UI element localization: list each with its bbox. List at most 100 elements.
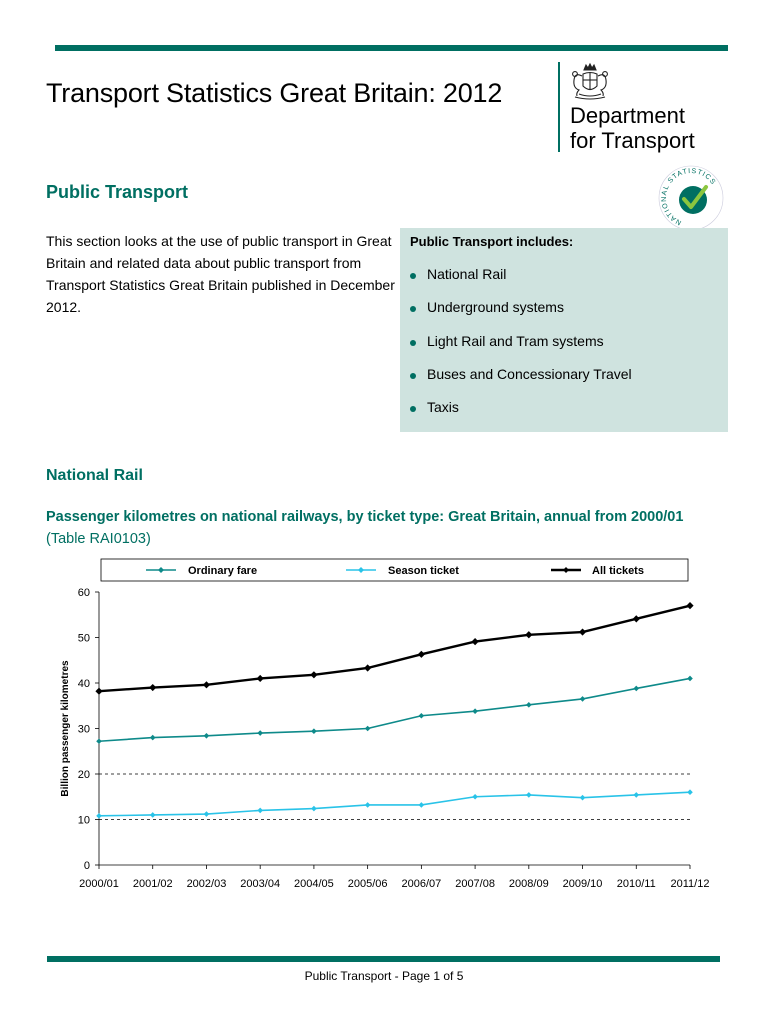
x-tick-label: 2006/07 [401,878,441,890]
x-tick-label: 2008/09 [509,878,549,890]
y-tick-label: 40 [78,678,90,690]
data-point [149,734,156,741]
legend-label: All tickets [592,565,644,577]
x-tick-label: 2001/02 [133,878,173,890]
x-tick-label: 2011/12 [671,878,710,890]
data-point [633,685,640,692]
includes-box: Public Transport includes: National Rail… [400,228,728,432]
table-reference: (Table RAI0103) [46,531,151,547]
data-point [418,712,425,719]
data-point [95,687,103,695]
subsection-title: National Rail [46,467,143,484]
legend-label: Season ticket [388,565,459,577]
y-tick-label: 0 [84,860,90,872]
x-tick-label: 2005/06 [348,878,388,890]
y-axis-label: Billion passenger kilometres [60,660,71,797]
list-item: Underground systems [410,299,632,332]
data-point [526,792,532,798]
list-item-label: Light Rail and Tram systems [427,332,604,349]
series-line [98,791,691,817]
data-point [257,730,263,736]
section-title: Public Transport [46,182,189,202]
x-tick-label: 2003/04 [240,878,280,890]
y-tick-label: 60 [78,587,90,599]
y-tick-label: 30 [78,724,90,736]
document-title: Transport Statistics Great Britain: 2012 [46,78,503,108]
data-point [471,637,479,646]
bullet-icon [410,372,416,379]
series-line [98,677,691,743]
list-item-label: Taxis [427,399,459,416]
logo-line-1: Department [570,103,685,128]
legend-marker [563,567,569,573]
data-point [364,725,371,732]
data-point [632,615,640,623]
list-item: Taxis [410,399,632,432]
x-tick-label: 2004/05 [294,878,334,890]
legend-marker [158,567,164,573]
intro-paragraph: This section looks at the use of public … [46,233,395,315]
series-line [98,604,691,693]
x-tick-label: 2010/11 [617,878,656,890]
data-point [364,664,372,672]
bullet-icon [410,273,416,279]
bullet-icon [410,339,416,346]
data-point [203,811,210,817]
data-point [256,674,264,683]
y-tick-label: 50 [78,633,90,645]
data-point [202,681,211,689]
data-point [311,728,317,735]
legend-box [100,558,689,582]
x-tick-label: 2000/01 [79,878,119,890]
page-footer: Public Transport - Page 1 of 5 [304,969,464,983]
data-point [203,732,210,739]
bullet-icon [410,306,416,313]
dft-logo-text: Department for Transport [570,103,695,153]
data-point [687,789,693,795]
list-item: Buses and Concessionary Travel [410,366,632,399]
includes-box-title: Public Transport includes: [410,234,574,249]
x-tick-label: 2002/03 [187,878,227,890]
data-point [96,813,102,819]
bottom-rule [47,956,720,962]
list-item-label: Buses and Concessionary Travel [427,365,632,382]
data-point [579,794,586,801]
data-point [686,602,694,610]
data-point [579,696,586,702]
data-point [96,738,102,745]
data-point [418,802,425,808]
list-item: National Rail [410,266,632,299]
data-point [633,792,640,798]
logo-line-2: for Transport [570,128,695,153]
x-tick-label: 2007/08 [455,878,495,890]
includes-list: National Rail Underground systems Light … [410,266,632,432]
legend-label: Ordinary fare [188,565,257,577]
data-point [257,807,263,814]
data-point [525,631,533,639]
list-item-label: Underground systems [427,299,564,316]
list-item: Light Rail and Tram systems [410,333,632,366]
national-statistics-badge: NATIONAL STATISTICS [658,165,724,231]
top-rule [55,45,728,51]
legend-marker [358,567,364,573]
y-tick-label: 10 [78,815,90,827]
x-tick-label: 2009/10 [563,878,603,890]
list-item-label: National Rail [427,266,507,282]
bullet-icon [410,406,416,413]
data-point [149,683,157,692]
logo-bar [558,62,560,152]
data-point [687,675,693,682]
data-point [149,812,156,818]
data-point [578,628,587,636]
data-point [526,702,532,708]
data-point [310,671,318,679]
chart-title-main: Passenger kilometres on national railway… [46,509,684,525]
data-point [417,650,425,658]
data-point [472,793,478,800]
check-icon [682,185,708,209]
dft-logo: Department for Transport [558,62,728,154]
y-tick-label: 20 [78,769,90,781]
chart-title: Passenger kilometres on national railway… [46,506,686,550]
data-point [472,708,478,715]
